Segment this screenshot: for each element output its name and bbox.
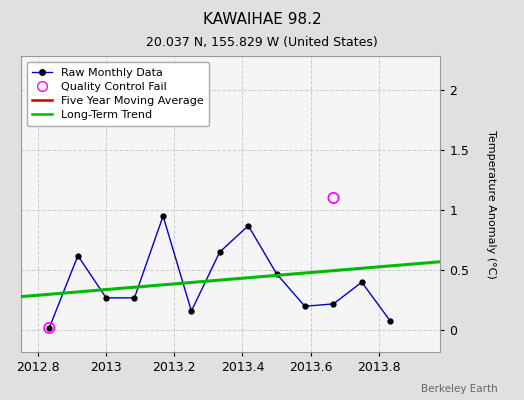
- Point: [45, 325, 53, 331]
- Text: KAWAIHAE 98.2: KAWAIHAE 98.2: [203, 12, 321, 27]
- Legend: Raw Monthly Data, Quality Control Fail, Five Year Moving Average, Long-Term Tren: Raw Monthly Data, Quality Control Fail, …: [27, 62, 209, 126]
- Text: 20.037 N, 155.829 W (United States): 20.037 N, 155.829 W (United States): [146, 36, 378, 49]
- Y-axis label: Temperature Anomaly (°C): Temperature Anomaly (°C): [486, 130, 496, 278]
- Text: Berkeley Earth: Berkeley Earth: [421, 384, 498, 394]
- Point: [329, 195, 337, 201]
